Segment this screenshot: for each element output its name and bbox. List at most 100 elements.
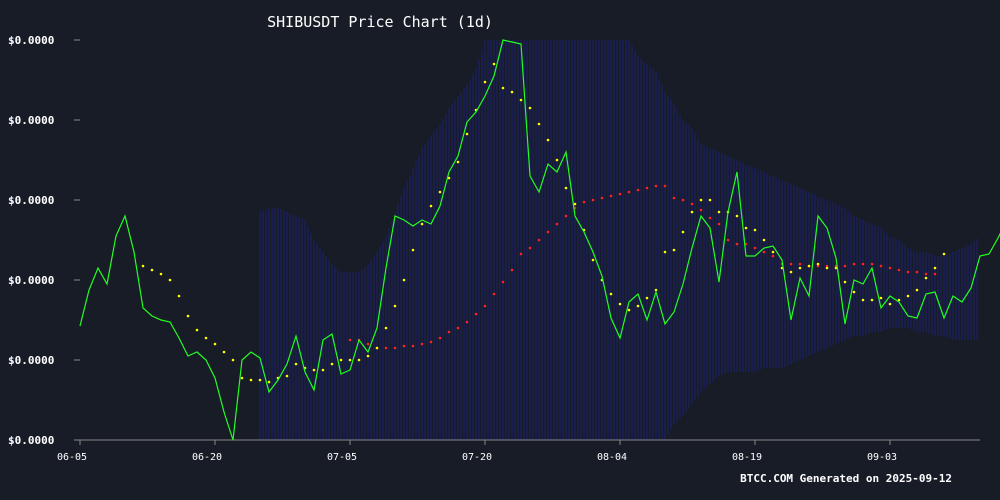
ma-long-point xyxy=(456,326,460,330)
ma-short-point xyxy=(573,202,577,206)
ma-short-point xyxy=(384,326,388,330)
ma-short-point xyxy=(141,264,145,268)
ma-long-point xyxy=(816,264,820,268)
ma-long-point xyxy=(609,194,613,198)
ma-long-point xyxy=(420,342,424,346)
ma-long-point xyxy=(564,214,568,218)
ma-short-point xyxy=(555,158,559,162)
y-tick-label: $0.0000 xyxy=(8,114,54,127)
short-moving-average-series xyxy=(141,62,946,384)
ma-short-point xyxy=(492,62,496,66)
ma-short-point xyxy=(744,226,748,230)
ma-long-point xyxy=(465,320,469,324)
ma-long-point xyxy=(825,264,829,268)
ma-long-point xyxy=(861,262,865,266)
ma-long-point xyxy=(582,200,586,204)
long-moving-average-series xyxy=(348,184,937,350)
ma-short-point xyxy=(924,276,928,280)
ma-short-point xyxy=(528,106,532,110)
x-tick-label: 06-05 xyxy=(57,452,87,463)
y-tick-label: $0.0000 xyxy=(8,194,54,207)
ma-long-point xyxy=(699,208,703,212)
ma-short-point xyxy=(393,304,397,308)
ma-long-point xyxy=(654,184,658,188)
ma-short-point xyxy=(681,230,685,234)
ma-short-point xyxy=(663,250,667,254)
ma-short-point xyxy=(816,262,820,266)
ma-long-point xyxy=(681,198,685,202)
ma-short-point xyxy=(366,354,370,358)
ma-short-point xyxy=(195,328,199,332)
x-tick-label: 08-19 xyxy=(732,452,762,463)
ma-short-point xyxy=(897,298,901,302)
ma-short-point xyxy=(258,378,262,382)
ma-short-point xyxy=(285,374,289,378)
ma-short-point xyxy=(879,296,883,300)
ma-short-point xyxy=(699,198,703,202)
ma-long-point xyxy=(348,338,352,342)
chart-title: SHIBUSDT Price Chart (1d) xyxy=(267,13,493,31)
ma-long-point xyxy=(762,250,766,254)
ma-short-point xyxy=(456,160,460,164)
x-axis: 06-05 06-20 07-05 07-20 08-04 08-19 09-03 xyxy=(57,440,897,463)
ma-short-point xyxy=(627,308,631,312)
ma-short-point xyxy=(510,90,514,94)
ma-long-point xyxy=(492,292,496,296)
ma-long-point xyxy=(510,268,514,272)
ma-short-point xyxy=(888,302,892,306)
y-axis: $0.0000 $0.0000 $0.0000 $0.0000 $0.0000 $0.00… xyxy=(8,34,80,447)
ma-long-point xyxy=(789,262,793,266)
ma-short-point xyxy=(357,358,361,362)
ma-short-point xyxy=(213,342,217,346)
ma-long-point xyxy=(600,196,604,200)
ma-long-point xyxy=(852,262,856,266)
ma-short-point xyxy=(645,296,649,300)
ma-short-point xyxy=(807,264,811,268)
ma-short-point xyxy=(861,298,865,302)
ma-short-point xyxy=(312,368,316,372)
ma-short-point xyxy=(852,290,856,294)
ma-long-point xyxy=(879,264,883,268)
ma-short-point xyxy=(654,288,658,292)
chart-footer: BTCC.COM Generated on 2025-09-12 xyxy=(740,472,952,485)
ma-long-point xyxy=(645,186,649,190)
ma-short-point xyxy=(870,298,874,302)
ma-short-point xyxy=(933,266,937,270)
ma-short-point xyxy=(717,210,721,214)
ma-short-point xyxy=(150,268,154,272)
ma-long-point xyxy=(555,222,559,226)
ma-short-point xyxy=(159,272,163,276)
y-tick-label: $0.0000 xyxy=(8,34,54,47)
ma-long-point xyxy=(528,246,532,250)
ma-long-point xyxy=(708,216,712,220)
ma-long-point xyxy=(636,188,640,192)
ma-short-point xyxy=(186,314,190,318)
ma-short-point xyxy=(501,86,505,90)
ma-long-point xyxy=(870,262,874,266)
y-tick-label: $0.0000 xyxy=(8,434,54,447)
ma-short-point xyxy=(537,122,541,126)
ma-short-point xyxy=(789,270,793,274)
ma-short-point xyxy=(447,176,451,180)
ma-long-point xyxy=(690,202,694,206)
x-tick-label: 09-03 xyxy=(867,452,897,463)
ma-long-point xyxy=(627,190,631,194)
ma-long-point xyxy=(402,344,406,348)
ma-long-point xyxy=(915,270,919,274)
ma-short-point xyxy=(798,266,802,270)
ma-long-point xyxy=(474,312,478,316)
ma-long-point xyxy=(888,266,892,270)
ma-long-point xyxy=(447,330,451,334)
ma-short-point xyxy=(177,294,181,298)
ma-short-point xyxy=(609,292,613,296)
ma-long-point xyxy=(924,272,928,276)
ma-short-point xyxy=(420,222,424,226)
ma-long-point xyxy=(717,222,721,226)
x-tick-label: 07-20 xyxy=(462,452,492,463)
ma-short-point xyxy=(708,198,712,202)
ma-short-point xyxy=(402,278,406,282)
ma-short-point xyxy=(240,376,244,380)
y-tick-label: $0.0000 xyxy=(8,354,54,367)
ma-long-point xyxy=(933,272,937,276)
